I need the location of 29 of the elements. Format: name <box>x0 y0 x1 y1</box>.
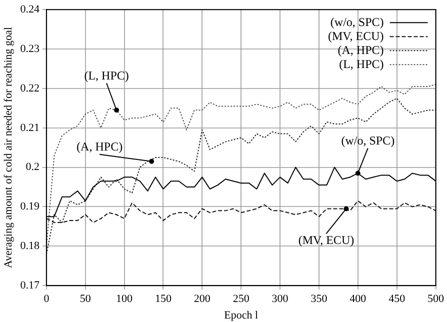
x-tick-label: 450 <box>388 293 406 306</box>
y-tick-label: 0.17 <box>20 279 40 292</box>
legend-label: (MV, ECU) <box>328 28 384 43</box>
annotation: (MV, ECU) <box>298 232 354 247</box>
x-tick-label: 100 <box>116 293 134 306</box>
y-tick-label: 0.22 <box>20 82 40 94</box>
y-tick-label: 0.21 <box>20 122 40 134</box>
annotation: (w/o, SPC) <box>341 133 395 148</box>
x-tick-label: 200 <box>194 293 211 306</box>
annotation: (L, HPC) <box>84 68 129 82</box>
y-tick-label: 0.23 <box>20 42 40 55</box>
annotation: (A, HPC) <box>76 140 123 154</box>
x-tick-label: 350 <box>310 293 328 306</box>
x-tick-label: 50 <box>80 293 92 306</box>
legend-label: (L, HPC) <box>339 56 384 71</box>
x-tick-label: 400 <box>350 293 367 306</box>
x-tick-label: 500 <box>428 293 444 306</box>
x-tick-label: 150 <box>154 293 172 306</box>
x-tick-label: 0 <box>44 293 50 306</box>
y-tick-label: 0.18 <box>20 240 40 252</box>
y-tick-label: 0.19 <box>20 200 40 213</box>
x-axis-title: Epoch l <box>224 309 258 322</box>
y-tick-label: 0.2 <box>26 161 40 174</box>
x-tick-label: 250 <box>232 293 250 306</box>
y-tick-label: 0.24 <box>20 3 40 16</box>
y-axis-title: Averaging amount of cold air needed for reaching goal <box>2 27 14 268</box>
legend-label: (A, HPC) <box>338 42 384 57</box>
x-tick-label: 300 <box>272 293 289 306</box>
legend-label: (w/o, SPC) <box>330 14 384 29</box>
